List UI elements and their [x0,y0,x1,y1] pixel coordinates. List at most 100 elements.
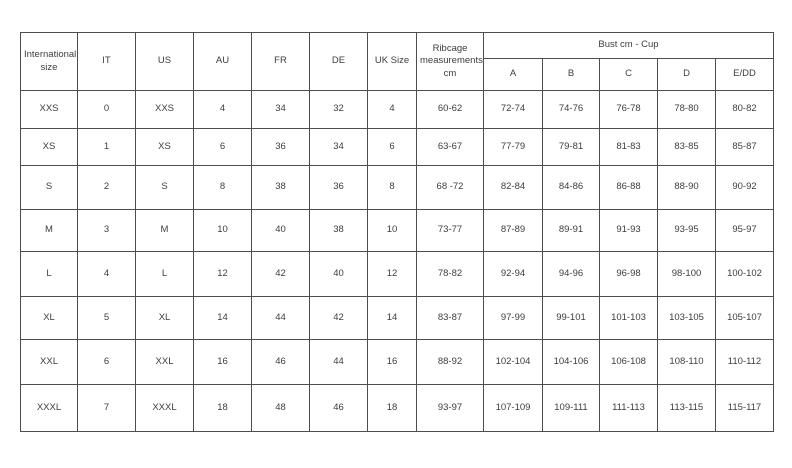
table-row: XL 5 XL 14 44 42 14 83-87 97-99 99-101 101-103 103-… [20,296,774,340]
col-header-de: DE [309,32,368,91]
header-row-top: International size IT US AU FR DE UK Siz… [20,32,774,91]
table-cell: 109-111 [542,384,600,432]
size-chart-header: International size IT US AU FR DE UK Siz… [20,32,774,91]
table-cell: M [135,209,194,252]
table-cell: 94-96 [542,251,600,297]
col-header-uk-size: UK Size [367,32,417,91]
table-cell: 18 [367,384,417,432]
table-cell: 3 [77,209,136,252]
table-cell: 74-76 [542,90,600,129]
table-cell: 79-81 [542,128,600,166]
col-header-us: US [135,32,194,91]
table-cell: 88-92 [416,339,484,385]
size-table-body: XXS 0 XXS 4 34 32 4 60-62 72-74 74-76 76-78 78-80 80… [20,90,774,432]
table-cell: 8 [367,165,417,210]
table-cell: 46 [309,384,368,432]
table-cell: 100-102 [715,251,774,297]
table-cell: 104-106 [542,339,600,385]
table-cell: 48 [251,384,310,432]
table-cell: 91-93 [599,209,658,252]
table-cell: 60-62 [416,90,484,129]
table-row: XXL 6 XXL 16 46 44 16 88-92 102-104 104-106 106-10… [20,339,774,385]
table-cell: 105-107 [715,296,774,340]
table-cell: S [135,165,194,210]
table-cell: 84-86 [542,165,600,210]
table-cell: 10 [367,209,417,252]
size-cell: XL [20,296,78,340]
table-row: M 3 M 10 40 38 10 73-77 87-89 89-91 91-93 93-95 95-9… [20,209,774,252]
col-header-cup-a: A [483,58,543,91]
table-cell: 63-67 [416,128,484,166]
table-cell: 115-117 [715,384,774,432]
table-cell: 93-97 [416,384,484,432]
table-cell: 83-85 [657,128,716,166]
table-cell: 0 [77,90,136,129]
size-chart-table: International size IT US AU FR DE UK Siz… [20,32,774,432]
table-cell: 83-87 [416,296,484,340]
table-cell: XL [135,296,194,340]
table-row: L 4 L 12 42 40 12 78-82 92-94 94-96 96-98 98-100 100… [20,251,774,297]
size-cell: M [20,209,78,252]
table-cell: 10 [193,209,252,252]
table-cell: 98-100 [657,251,716,297]
table-cell: 80-82 [715,90,774,129]
table-cell: 87-89 [483,209,543,252]
table-cell: 72-74 [483,90,543,129]
table-cell: XXL [135,339,194,385]
table-cell: 101-103 [599,296,658,340]
table-cell: 8 [193,165,252,210]
table-cell: 42 [309,296,368,340]
table-cell: 2 [77,165,136,210]
col-header-au: AU [193,32,252,91]
size-cell: XXL [20,339,78,385]
table-cell: 111-113 [599,384,658,432]
table-cell: 88-90 [657,165,716,210]
table-cell: 46 [251,339,310,385]
header-row-cups: A B C D E/DD [21,58,774,91]
size-cell: XXXL [20,384,78,432]
table-cell: 89-91 [542,209,600,252]
table-cell: 18 [193,384,252,432]
table-cell: 77-79 [483,128,543,166]
table-cell: 12 [193,251,252,297]
table-cell: 1 [77,128,136,166]
col-header-international-size: International size [20,32,78,91]
table-cell: 14 [193,296,252,340]
table-cell: 7 [77,384,136,432]
table-cell: 78-82 [416,251,484,297]
table-cell: 95-97 [715,209,774,252]
col-header-it: IT [77,32,136,91]
table-cell: 96-98 [599,251,658,297]
size-cell: S [20,165,78,210]
table-row: S 2 S 8 38 36 8 68 -72 82-84 84-86 86-88 88-90 90-92 [20,165,774,210]
table-cell: 76-78 [599,90,658,129]
table-cell: 44 [309,339,368,385]
table-cell: 102-104 [483,339,543,385]
col-header-cup-c: C [599,58,658,91]
table-cell: 108-110 [657,339,716,385]
col-header-fr: FR [251,32,310,91]
table-cell: 38 [251,165,310,210]
table-cell: 4 [77,251,136,297]
table-cell: XXS [135,90,194,129]
table-cell: 44 [251,296,310,340]
table-cell: 85-87 [715,128,774,166]
table-row: XXXL 7 XXXL 18 48 46 18 93-97 107-109 109-111 111-… [20,384,774,432]
table-cell: 6 [77,339,136,385]
table-cell: 38 [309,209,368,252]
col-header-cup-edd: E/DD [715,58,774,91]
col-header-ribcage: Ribcage measurements cm [416,32,484,91]
table-cell: 16 [367,339,417,385]
table-cell: 34 [309,128,368,166]
table-cell: 90-92 [715,165,774,210]
table-row: XS 1 XS 6 36 34 6 63-67 77-79 79-81 81-83 83-85 85-8… [20,128,774,166]
table-cell: 40 [309,251,368,297]
table-cell: 78-80 [657,90,716,129]
table-cell: 93-95 [657,209,716,252]
col-header-cup-b: B [542,58,600,91]
table-cell: XS [135,128,194,166]
table-cell: 68 -72 [416,165,484,210]
table-cell: 6 [367,128,417,166]
table-cell: 113-115 [657,384,716,432]
